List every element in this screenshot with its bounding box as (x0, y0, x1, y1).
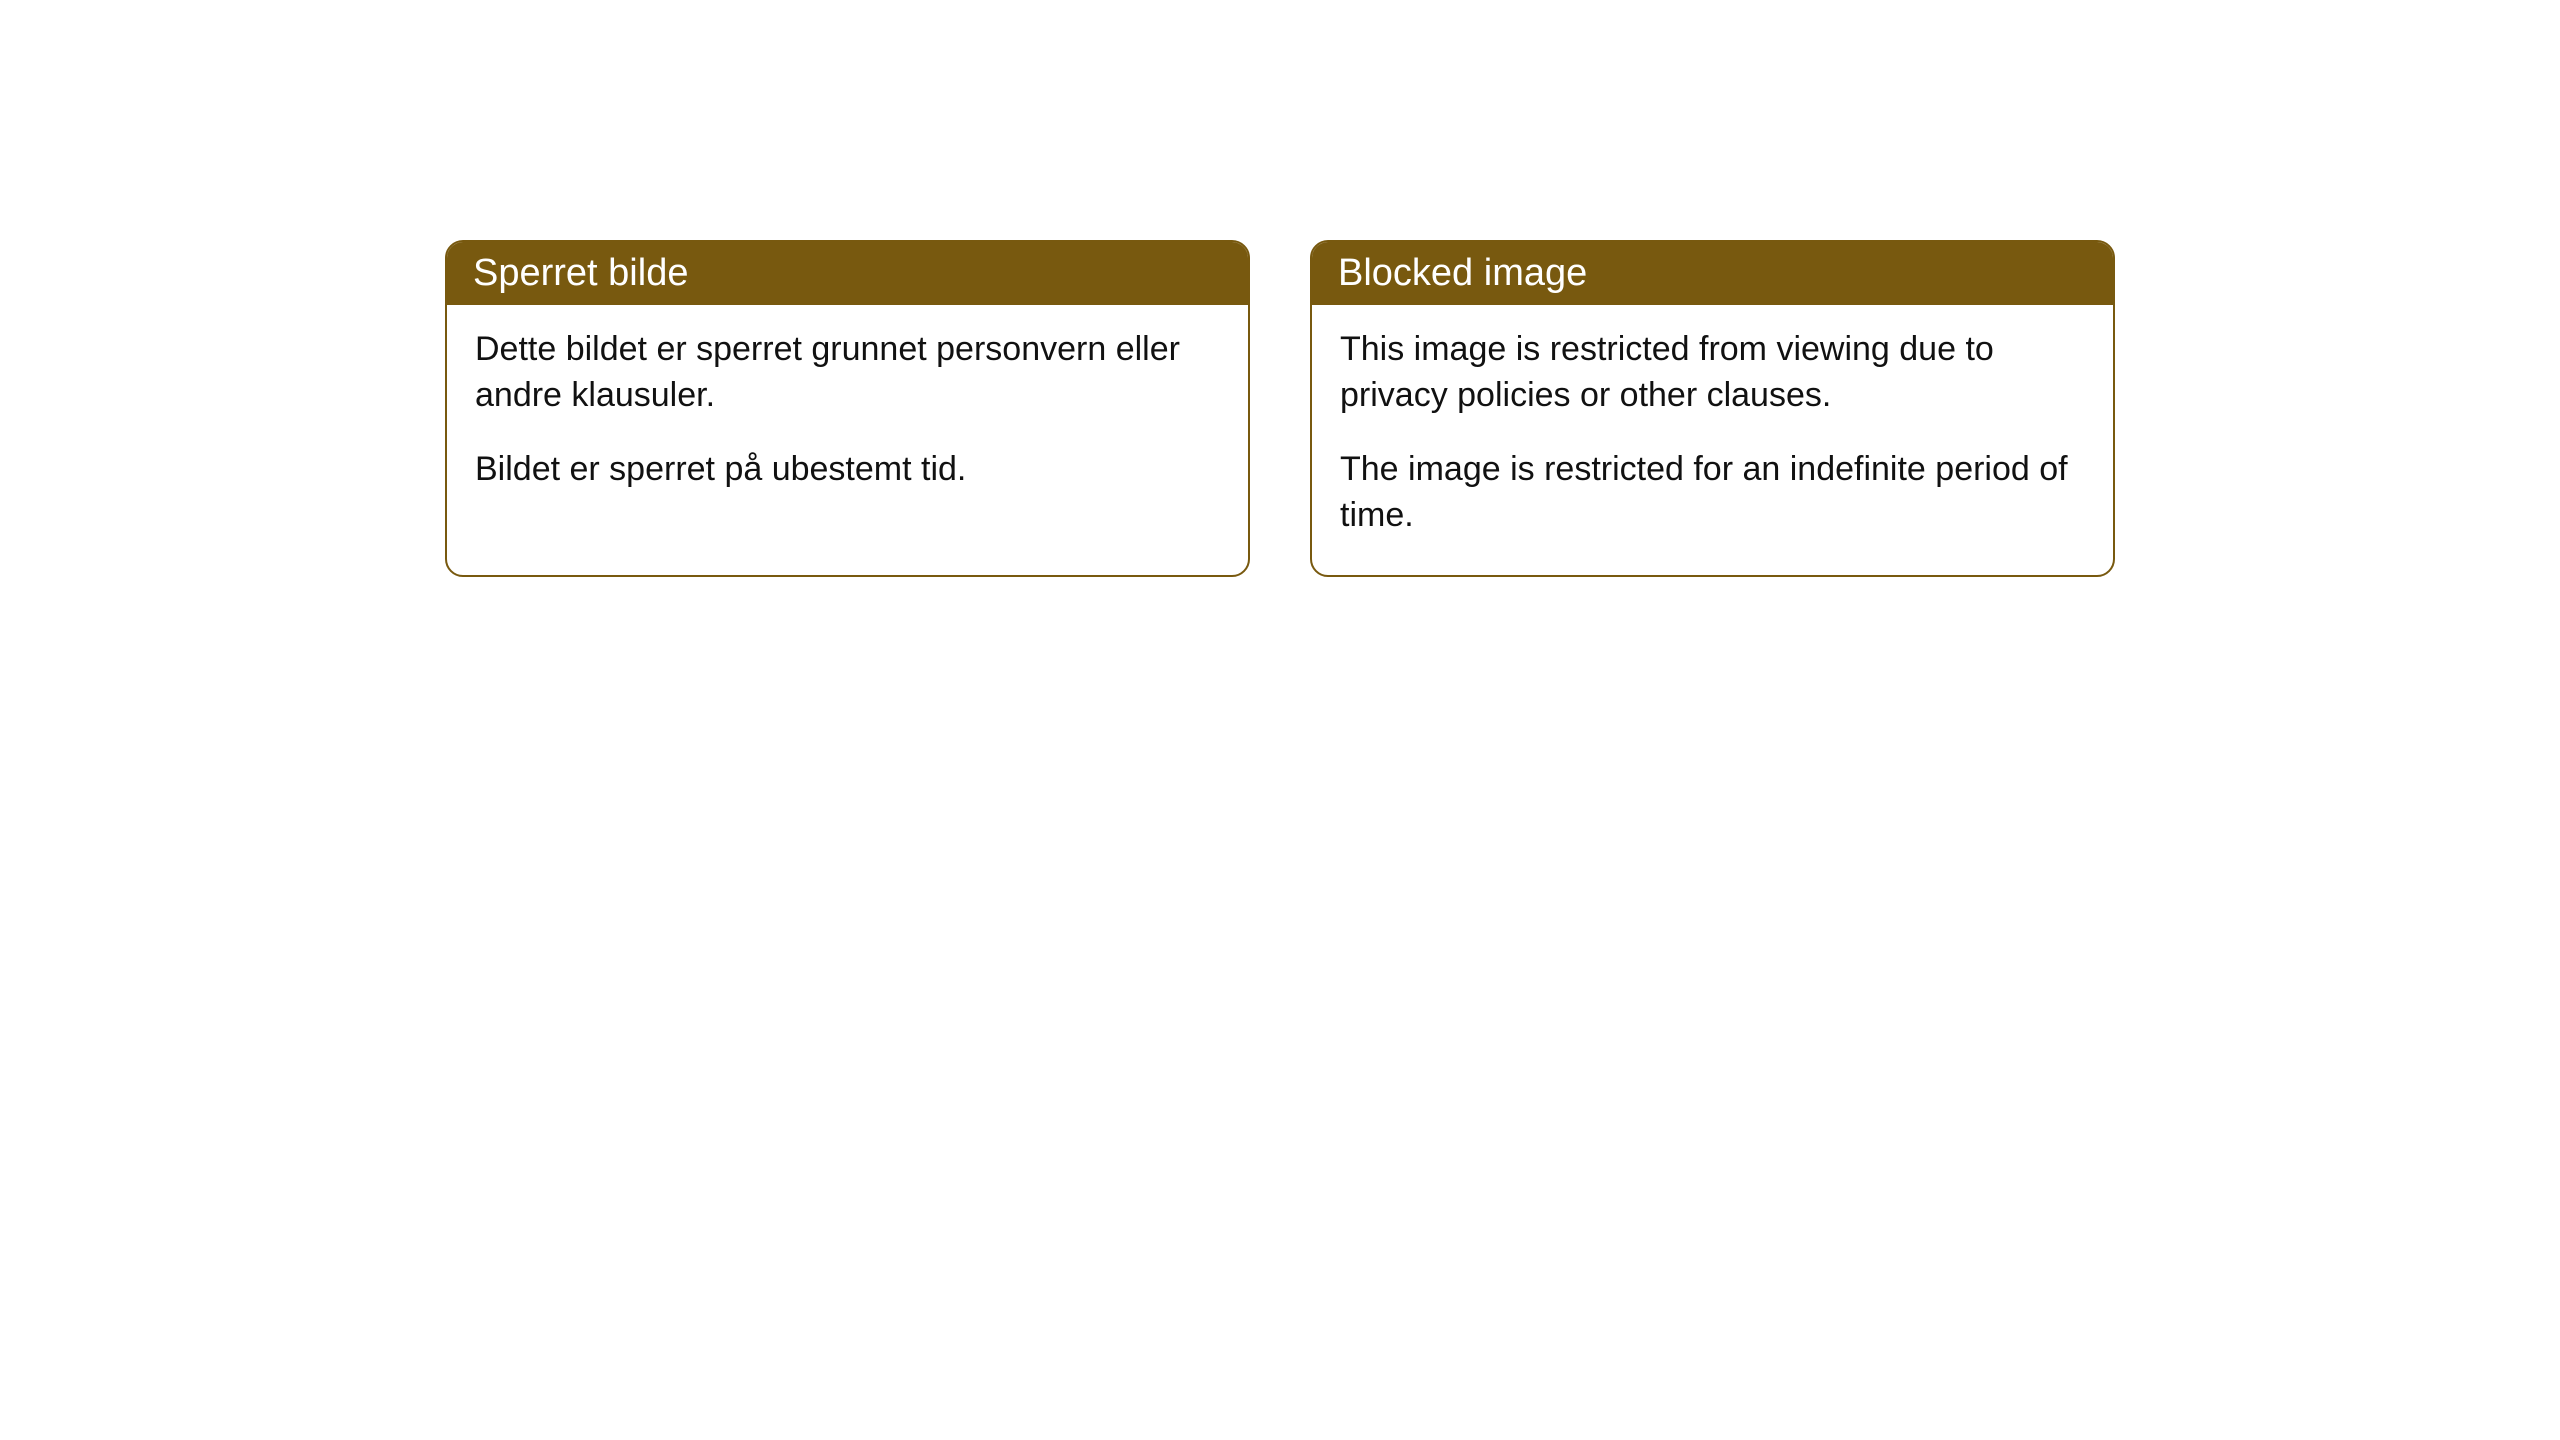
card-english: Blocked image This image is restricted f… (1310, 240, 2115, 577)
card-norwegian: Sperret bilde Dette bildet er sperret gr… (445, 240, 1250, 577)
card-header-english: Blocked image (1312, 242, 2113, 305)
card-paragraph-2-english: The image is restricted for an indefinit… (1340, 447, 2085, 539)
card-paragraph-1-norwegian: Dette bildet er sperret grunnet personve… (475, 327, 1220, 419)
cards-container: Sperret bilde Dette bildet er sperret gr… (445, 240, 2560, 577)
card-body-english: This image is restricted from viewing du… (1312, 305, 2113, 575)
card-body-norwegian: Dette bildet er sperret grunnet personve… (447, 305, 1248, 529)
card-paragraph-1-english: This image is restricted from viewing du… (1340, 327, 2085, 419)
card-paragraph-2-norwegian: Bildet er sperret på ubestemt tid. (475, 447, 1220, 493)
card-header-norwegian: Sperret bilde (447, 242, 1248, 305)
